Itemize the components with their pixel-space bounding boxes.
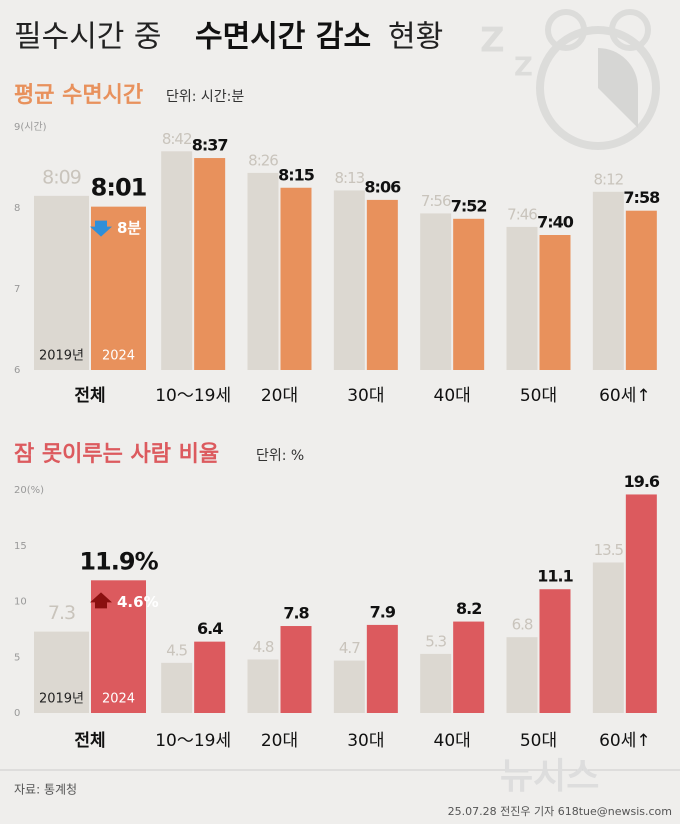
y-tick-label: 20(%) [14, 485, 44, 496]
x-tick-label: 50대 [520, 731, 557, 751]
value-label: 7.8 [283, 604, 309, 623]
value-label: 7.3 [48, 602, 75, 624]
y-tick-label: 0 [14, 708, 20, 719]
x-tick-label: 10～19세 [155, 386, 231, 406]
value-label: 5.3 [425, 632, 446, 650]
x-tick-label: 30대 [347, 731, 384, 751]
value-label: 8.2 [456, 599, 481, 618]
value-label: 8:42 [162, 130, 192, 148]
bar [420, 653, 452, 713]
bar [592, 562, 624, 713]
bar [420, 213, 452, 370]
bar [247, 659, 279, 713]
y-tick-label: 15 [14, 541, 27, 552]
value-label: 7:58 [623, 188, 660, 207]
value-label: 13.5 [594, 541, 624, 559]
x-tick-label: 60세↑ [599, 386, 651, 406]
unit-label: 단위: % [256, 448, 304, 464]
value-label: 8:12 [593, 170, 623, 188]
bar [34, 631, 89, 713]
annotation: 4.6% [117, 593, 159, 611]
section-title: 잠 못이루는 사람 비율 [14, 442, 219, 467]
bar [280, 626, 312, 713]
bar [625, 210, 657, 370]
watermark: 뉴시스 [500, 756, 599, 797]
value-label: 8:06 [364, 177, 401, 196]
bar [539, 234, 571, 370]
value-label: 4.8 [253, 638, 274, 656]
value-label: 7:56 [421, 192, 451, 210]
bar [366, 199, 398, 370]
y-tick-label: 5 [14, 652, 20, 663]
title-part: 필수시간 중 [14, 20, 162, 55]
bar [194, 158, 226, 370]
x-tick-label: 전체 [74, 386, 105, 406]
value-label: 7:46 [507, 205, 537, 223]
value-label: 19.6 [624, 472, 660, 491]
annotation-arrow [90, 220, 112, 237]
x-tick-label: 20대 [261, 386, 298, 406]
title-emphasis: 수면시간 감소 [195, 20, 371, 55]
title-part: 현황 [388, 20, 443, 55]
bar [247, 172, 279, 370]
bar [592, 191, 624, 370]
x-tick-label: 30대 [347, 386, 384, 406]
annotation-arrow [90, 592, 112, 609]
value-label: 7.9 [370, 602, 396, 621]
unit-label: 단위: 시간:분 [166, 89, 244, 105]
bar [34, 195, 89, 370]
bar [506, 226, 538, 370]
clock-icon: Z Z [480, 9, 660, 150]
bar [453, 218, 485, 370]
bar [366, 624, 398, 713]
bar [161, 151, 193, 370]
value-label: 11.9% [79, 547, 158, 575]
x-tick-label: 전체 [74, 731, 105, 751]
legend-label: 2019년 [39, 692, 84, 707]
credit: 25.07.28 전진우 기자 618tue@newsis.com [448, 805, 672, 818]
legend-label: 2024 [102, 349, 135, 364]
value-label: 6.8 [512, 616, 533, 634]
value-label: 11.1 [537, 567, 573, 586]
bar [280, 187, 312, 370]
bar [333, 660, 365, 713]
y-tick-label: 7 [14, 284, 20, 295]
bar [453, 621, 485, 713]
value-label: 8:37 [192, 136, 228, 155]
svg-text:Z: Z [480, 21, 505, 61]
value-label: 4.5 [166, 641, 187, 659]
x-tick-label: 40대 [434, 386, 471, 406]
bar [506, 637, 538, 713]
x-tick-label: 60세↑ [599, 731, 651, 751]
value-label: 8:09 [42, 166, 81, 188]
annotation: 8분 [117, 219, 141, 237]
svg-text:Z: Z [514, 53, 533, 83]
bar [539, 589, 571, 713]
y-tick-label: 10 [14, 597, 27, 608]
value-label: 7:52 [451, 196, 487, 215]
legend-label: 2019년 [39, 349, 84, 364]
x-tick-label: 40대 [434, 731, 471, 751]
value-label: 7:40 [537, 212, 574, 231]
section-title: 평균 수면시간 [14, 83, 143, 108]
y-tick-label: 9(시간) [14, 121, 47, 133]
bar [161, 662, 193, 713]
y-tick-label: 8 [14, 203, 20, 214]
x-tick-label: 10～19세 [155, 731, 231, 751]
value-label: 6.4 [197, 619, 223, 638]
bar [333, 190, 365, 370]
source: 자료: 통계청 [14, 783, 77, 797]
x-tick-label: 20대 [261, 731, 298, 751]
value-label: 8:01 [91, 174, 147, 202]
value-label: 8:13 [334, 169, 364, 187]
legend-label: 2024 [102, 692, 135, 707]
value-label: 4.7 [339, 639, 360, 657]
value-label: 8:15 [278, 165, 315, 184]
bar [625, 494, 657, 713]
value-label: 8:26 [248, 151, 278, 169]
bar [194, 641, 226, 713]
y-tick-label: 6 [14, 365, 20, 376]
x-tick-label: 50대 [520, 386, 557, 406]
